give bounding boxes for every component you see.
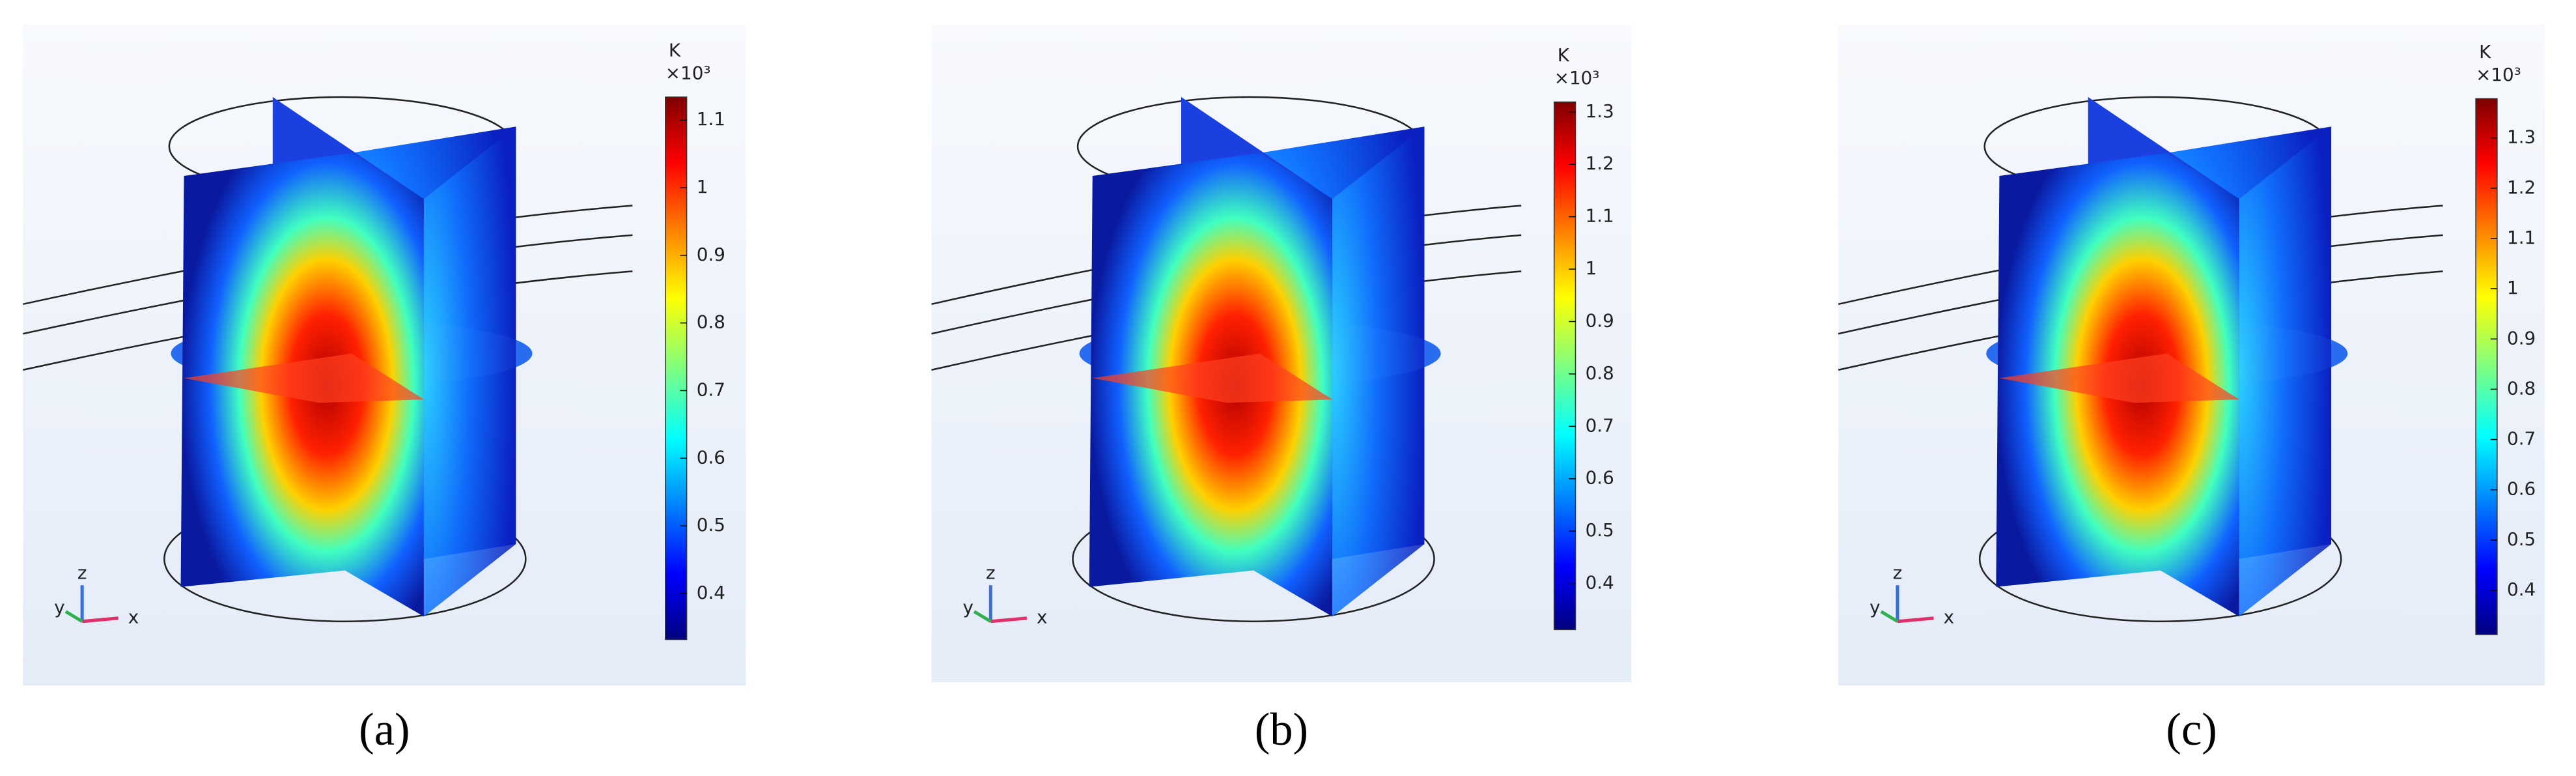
panel-label: (b) bbox=[1255, 704, 1308, 755]
colorbar-tick-label: 0.8 bbox=[1586, 362, 1614, 384]
axis-label: z bbox=[77, 562, 87, 584]
colorbar-tick-label: 1 bbox=[697, 176, 708, 197]
colorbar-tick-label: 0.9 bbox=[697, 244, 725, 265]
colorbar-tick-label: 0.4 bbox=[1586, 572, 1614, 594]
colorbar-unit: K bbox=[669, 39, 681, 61]
axis-x bbox=[990, 616, 1028, 624]
colorbar-tick-label: 0.4 bbox=[2507, 579, 2536, 600]
front-disk bbox=[184, 353, 424, 403]
colorbar-tick-label: 1.3 bbox=[1586, 100, 1614, 122]
axis-label: y bbox=[54, 597, 64, 618]
axis-y bbox=[973, 610, 992, 623]
right-slice bbox=[423, 126, 516, 617]
panel: z x y K×10³ 1.3 1.2 1.1 1 0.9 0.8 0.7 0.6 0.5 0.4 bbox=[931, 24, 1632, 683]
panel-label: (a) bbox=[359, 704, 410, 755]
colorbar-tick-label: 0.9 bbox=[1586, 309, 1614, 331]
colorbar-tick-label: 1.2 bbox=[2507, 177, 2536, 198]
axis-x bbox=[1897, 616, 1934, 624]
colorbar-tick-label: 0.7 bbox=[1586, 414, 1614, 436]
axis-y bbox=[1880, 610, 1899, 623]
panel-label: (c) bbox=[2166, 704, 2217, 755]
axis-label: y bbox=[1869, 597, 1880, 618]
colorbar bbox=[1553, 101, 1576, 631]
colorbar-tick-label: 0.6 bbox=[697, 446, 725, 468]
colorbar-tick-label: 1.1 bbox=[1586, 205, 1614, 227]
colorbar-tick-label: 0.8 bbox=[2507, 377, 2536, 399]
colorbar-unit: K bbox=[2479, 41, 2491, 63]
colorbar-tick-label: 0.5 bbox=[2507, 528, 2536, 550]
colorbar-tick-label: 0.6 bbox=[2507, 478, 2536, 500]
colorbar-tick-label: 0.7 bbox=[2507, 428, 2536, 450]
axis-y bbox=[64, 610, 83, 623]
colorbar-tick-label: 1.1 bbox=[2507, 227, 2536, 248]
axis-x bbox=[81, 616, 119, 624]
axis-label: z bbox=[986, 562, 996, 584]
colorbar-tick-label: 1 bbox=[2507, 277, 2519, 298]
colorbar-unit: K bbox=[1558, 44, 1570, 66]
colorbar-tick-label: 1 bbox=[1586, 257, 1597, 279]
colorbar bbox=[2475, 98, 2498, 635]
colorbar-tick-label: 1.2 bbox=[1586, 152, 1614, 174]
axis-label: x bbox=[1944, 607, 1954, 628]
front-disk bbox=[1092, 353, 1333, 403]
axis-label: y bbox=[962, 597, 973, 618]
right-slice bbox=[1332, 126, 1425, 617]
colorbar-scale: ×10³ bbox=[665, 63, 711, 84]
colorbar-tick-label: 1.1 bbox=[697, 108, 725, 130]
colorbar-tick-label: 0.4 bbox=[697, 582, 725, 603]
colorbar bbox=[665, 96, 688, 640]
colorbar-tick-label: 0.5 bbox=[1586, 519, 1614, 541]
panel: z x y K×10³ 1.3 1.2 1.1 1 0.9 0.8 0.7 0.6 0.5 0.4 bbox=[1838, 24, 2545, 686]
colorbar-tick-label: 0.8 bbox=[697, 311, 725, 333]
front-disk bbox=[1999, 353, 2239, 403]
colorbar-tick-label: 0.9 bbox=[2507, 327, 2536, 349]
colorbar-tick-label: 0.6 bbox=[1586, 467, 1614, 489]
colorbar-scale: ×10³ bbox=[1554, 67, 1600, 89]
colorbar-scale: ×10³ bbox=[2476, 64, 2521, 85]
colorbar-tick-label: 1.3 bbox=[2507, 126, 2536, 148]
right-slice bbox=[2239, 126, 2332, 617]
axis-label: z bbox=[1893, 562, 1903, 584]
axis-label: x bbox=[1037, 607, 1047, 628]
colorbar-tick-label: 0.5 bbox=[697, 514, 725, 536]
panel: z x y K×10³ 1.1 1 0.9 0.8 0.7 0.6 0.5 0.4 bbox=[23, 24, 746, 686]
axis-label: x bbox=[128, 607, 139, 628]
colorbar-tick-label: 0.7 bbox=[697, 379, 725, 400]
